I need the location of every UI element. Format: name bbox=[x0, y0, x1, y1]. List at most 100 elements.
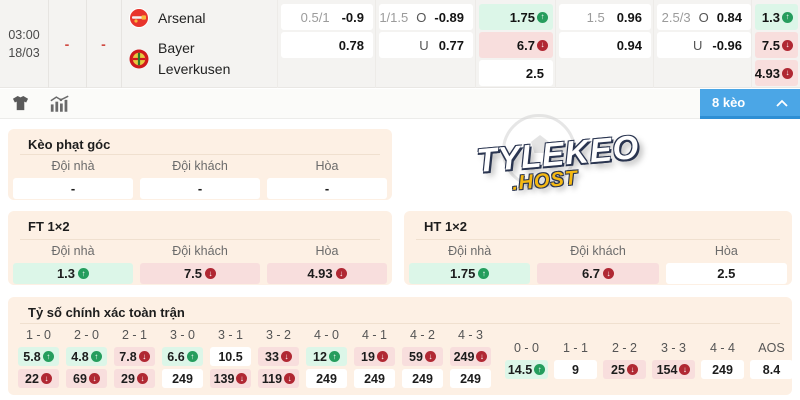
score-odds-cell[interactable]: 19 ↓ bbox=[354, 347, 395, 366]
leverkusen-logo-icon bbox=[129, 49, 149, 69]
score-odds-cell[interactable]: 14.5 ↑ bbox=[505, 360, 548, 379]
odds-ou2-under[interactable]: U -0.96 bbox=[657, 32, 751, 58]
score-odds-cell[interactable]: 22 ↓ bbox=[18, 369, 59, 388]
odds-x12a-draw[interactable]: 2.5 bbox=[479, 60, 553, 86]
odds-value: 139 bbox=[213, 371, 235, 386]
score-label: 3 - 2 bbox=[265, 328, 291, 342]
score-column: 3 - 1 10.5 139 ↓ bbox=[210, 327, 251, 388]
trend-down-icon: ↓ bbox=[424, 351, 436, 362]
score-odds-cell[interactable]: 8.4 bbox=[750, 360, 793, 379]
site-watermark: TYLEKEO .HOST bbox=[440, 112, 670, 207]
corner-draw-odds[interactable]: - bbox=[267, 178, 387, 199]
ft-draw-odds[interactable]: 4.93 ↓ bbox=[267, 263, 387, 284]
keo-count-label: 8 kèo bbox=[712, 95, 746, 110]
odds-value: 0.94 bbox=[616, 37, 642, 53]
panel-title: FT 1×2 bbox=[28, 219, 70, 234]
score-odds-cell[interactable]: 25 ↓ bbox=[603, 360, 646, 379]
odds-value: - bbox=[70, 181, 76, 196]
jersey-icon[interactable] bbox=[12, 95, 29, 112]
score-odds-cell[interactable]: 9 bbox=[554, 360, 597, 379]
score-odds-cell[interactable]: 249 ↓ bbox=[450, 347, 491, 366]
divider bbox=[20, 323, 780, 324]
panel-title: Kèo phạt góc bbox=[28, 137, 111, 152]
stats-chart-icon[interactable] bbox=[49, 95, 71, 112]
score-odds-cell[interactable]: 249 bbox=[701, 360, 744, 379]
score-odds-cell[interactable]: 12 ↑ bbox=[306, 347, 347, 366]
ht-draw-odds[interactable]: 2.5 bbox=[665, 263, 787, 284]
odds-x12a-away[interactable]: 6.7 ↓ bbox=[479, 32, 553, 58]
score-column: 4 - 3 249 ↓ 249 bbox=[450, 327, 491, 388]
ht-away-odds[interactable]: 6.7 ↓ bbox=[537, 263, 659, 284]
odds-value: 1.75 bbox=[509, 9, 535, 25]
score-label: 4 - 0 bbox=[313, 328, 339, 342]
score-odds-cell[interactable]: 249 bbox=[450, 369, 491, 388]
odds-x12b-home[interactable]: 1.3 ↑ bbox=[755, 4, 798, 30]
score-odds-cell[interactable]: 33 ↓ bbox=[258, 347, 299, 366]
score-odds-cell[interactable]: 154 ↓ bbox=[652, 360, 695, 379]
score-odds-cell[interactable]: 69 ↓ bbox=[66, 369, 107, 388]
odds-value: 119 bbox=[261, 371, 283, 386]
score-odds-cell[interactable]: 249 bbox=[162, 369, 203, 388]
score-odds-cell[interactable]: 139 ↓ bbox=[210, 369, 251, 388]
score-odds-cell[interactable]: 10.5 bbox=[210, 347, 251, 366]
odds-value: -0.96 bbox=[712, 37, 742, 53]
ht-home-odds[interactable]: 1.75 ↑ bbox=[409, 263, 531, 284]
odds-ou1-over[interactable]: 1/1.5 O -0.89 bbox=[379, 4, 473, 30]
ft-home-odds[interactable]: 1.3 ↑ bbox=[13, 263, 133, 284]
score-odds-cell[interactable]: 119 ↓ bbox=[258, 369, 299, 388]
odds-value: 249 bbox=[316, 371, 337, 386]
odds-value: 249 bbox=[412, 371, 433, 386]
keo-count-button[interactable]: 8 kèo bbox=[700, 89, 800, 119]
away-team-row[interactable]: Bayer Leverkusen bbox=[129, 38, 230, 80]
score-label: 4 - 3 bbox=[457, 328, 483, 342]
odds-x12b-draw[interactable]: 4.93 ↓ bbox=[755, 60, 798, 86]
trend-up-icon: ↑ bbox=[78, 268, 90, 279]
score-odds-cell[interactable]: 5.8 ↑ bbox=[18, 347, 59, 366]
odds-hdp1-away[interactable]: 0.78 bbox=[281, 32, 373, 58]
trend-up-icon: ↑ bbox=[90, 351, 102, 362]
home-header: Đội nhà bbox=[51, 244, 95, 258]
odds-hdp2-away[interactable]: 0.94 bbox=[559, 32, 651, 58]
score-odds-cell[interactable]: 249 bbox=[402, 369, 443, 388]
score-odds-cell[interactable]: 7.8 ↓ bbox=[114, 347, 155, 366]
score-column: 1 - 1 9 bbox=[554, 340, 597, 388]
odds-value: -0.89 bbox=[434, 9, 464, 25]
odds-x12a-home[interactable]: 1.75 ↑ bbox=[479, 4, 553, 30]
corner-home-odds[interactable]: - bbox=[13, 178, 133, 199]
score-odds-cell[interactable]: 249 bbox=[306, 369, 347, 388]
score-column: 3 - 2 33 ↓ 119 ↓ bbox=[258, 327, 299, 388]
score-label: 2 - 1 bbox=[121, 328, 147, 342]
corner-away-odds[interactable]: - bbox=[140, 178, 260, 199]
odds-value: -0.9 bbox=[341, 9, 364, 25]
score-odds-cell[interactable]: 4.8 ↑ bbox=[66, 347, 107, 366]
odds-hdp1-home[interactable]: 0.5/1 -0.9 bbox=[281, 4, 373, 30]
home-team-name: Arsenal bbox=[158, 9, 206, 26]
odds-ou2-over[interactable]: 2.5/3 O 0.84 bbox=[657, 4, 751, 30]
trend-up-icon: ↑ bbox=[478, 268, 490, 279]
odds-x12b-away[interactable]: 7.5 ↓ bbox=[755, 32, 798, 58]
score-placeholder-away: - bbox=[101, 36, 106, 52]
trend-down-icon: ↓ bbox=[537, 39, 548, 51]
score-odds-cell[interactable]: 59 ↓ bbox=[402, 347, 443, 366]
arsenal-logo-icon bbox=[129, 8, 149, 28]
watermark-brand: TYLEKEO bbox=[475, 127, 641, 180]
odds-value: 6.7 bbox=[516, 37, 535, 53]
trend-up-icon: ↑ bbox=[782, 11, 793, 23]
score-odds-cell[interactable]: 29 ↓ bbox=[114, 369, 155, 388]
trend-down-icon: ↓ bbox=[138, 351, 150, 362]
odds-ou1-under[interactable]: U 0.77 bbox=[379, 32, 473, 58]
home-team-row[interactable]: Arsenal bbox=[129, 6, 205, 30]
away-header: Đội khách bbox=[172, 244, 228, 258]
ft-away-odds[interactable]: 7.5 ↓ bbox=[140, 263, 260, 284]
trend-down-icon: ↓ bbox=[376, 351, 388, 362]
odds-value: 4.8 bbox=[71, 349, 89, 364]
trend-down-icon: ↓ bbox=[88, 373, 100, 384]
score-odds-cell[interactable]: 6.6 ↑ bbox=[162, 347, 203, 366]
odds-value: 25 bbox=[611, 362, 625, 377]
score-odds-cell[interactable]: 249 bbox=[354, 369, 395, 388]
trend-down-icon: ↓ bbox=[205, 268, 217, 279]
odds-hdp2-home[interactable]: 1.5 0.96 bbox=[559, 4, 651, 30]
trend-down-icon: ↓ bbox=[603, 268, 615, 279]
panel-title: Tỷ số chính xác toàn trận bbox=[28, 305, 185, 320]
toolbar: 8 kèo bbox=[0, 89, 800, 119]
